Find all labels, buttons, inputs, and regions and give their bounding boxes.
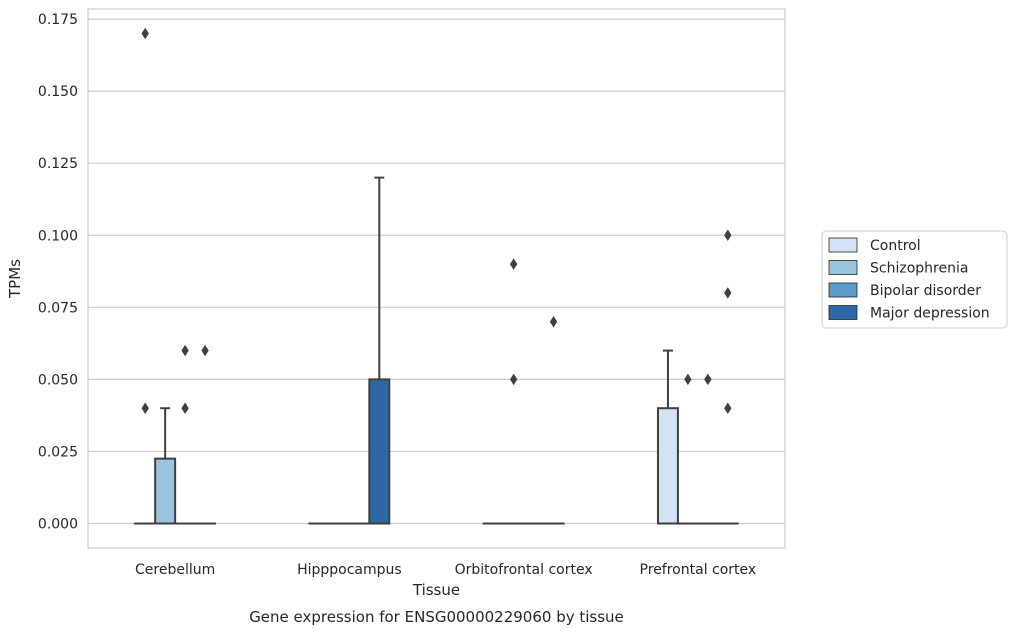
outlier-point (509, 258, 518, 270)
legend-swatch (828, 305, 858, 320)
box-0-1 (154, 407, 177, 525)
legend-label: Control (870, 238, 921, 254)
gridlines (88, 18, 785, 525)
x-tick-label: Hipppocampus (297, 562, 402, 578)
outlier-point (141, 402, 149, 414)
y-tick-label: 0.100 (38, 228, 78, 244)
outlier-point (181, 402, 189, 414)
outlier-point (181, 344, 189, 357)
chart-caption: Gene expression for ENSG00000229060 by t… (249, 608, 624, 626)
legend-label: Major depression (870, 306, 990, 322)
box-body (368, 378, 391, 525)
box-1-3 (368, 176, 391, 525)
outlier-point (724, 402, 732, 414)
plot-frame (87, 8, 786, 549)
legend-label: Bipolar disorder (870, 283, 981, 299)
outlier-point (704, 373, 712, 386)
outlier-point (684, 373, 692, 386)
outliers (141, 27, 732, 414)
x-tick-label: Prefrontal cortex (640, 562, 757, 578)
legend-swatch (828, 237, 858, 253)
y-tick-label: 0.150 (38, 84, 78, 100)
y-tick-labels: 0.000 0.025 0.050 0.075 0.100 0.125 0.150 0.175 (38, 12, 78, 532)
y-tick-label: 0.000 (38, 517, 78, 533)
x-tick-label: Orbitofrontal cortex (455, 562, 593, 578)
y-tick-label: 0.050 (38, 372, 78, 388)
outlier-point (141, 27, 149, 40)
outlier-point (549, 315, 558, 328)
box-3-0 (656, 349, 679, 525)
y-tick-label: 0.125 (38, 156, 78, 172)
legend-swatch (828, 260, 858, 275)
y-tick-label: 0.075 (38, 300, 78, 316)
x-axis-label: Tissue (412, 581, 460, 599)
outlier-point (724, 229, 732, 242)
outlier-point (201, 344, 209, 357)
box-body (154, 457, 177, 525)
legend-swatch (828, 282, 858, 298)
y-tick-label: 0.025 (38, 444, 78, 460)
y-tick-label: 0.175 (38, 12, 78, 28)
outlier-point (509, 373, 518, 386)
boxes (134, 176, 739, 525)
legend: Control Schizophrenia Bipolar disorder Majo… (821, 230, 1008, 329)
outlier-point (724, 287, 732, 299)
legend-frame (821, 230, 1008, 329)
x-tick-labels: Cerebellum Hipppocampus Orbitofrontal cort… (135, 562, 756, 578)
legend-label: Schizophrenia (870, 261, 968, 277)
x-tick-label: Cerebellum (135, 562, 215, 578)
y-axis-label: TPMs (6, 259, 24, 299)
box-body (656, 407, 679, 525)
